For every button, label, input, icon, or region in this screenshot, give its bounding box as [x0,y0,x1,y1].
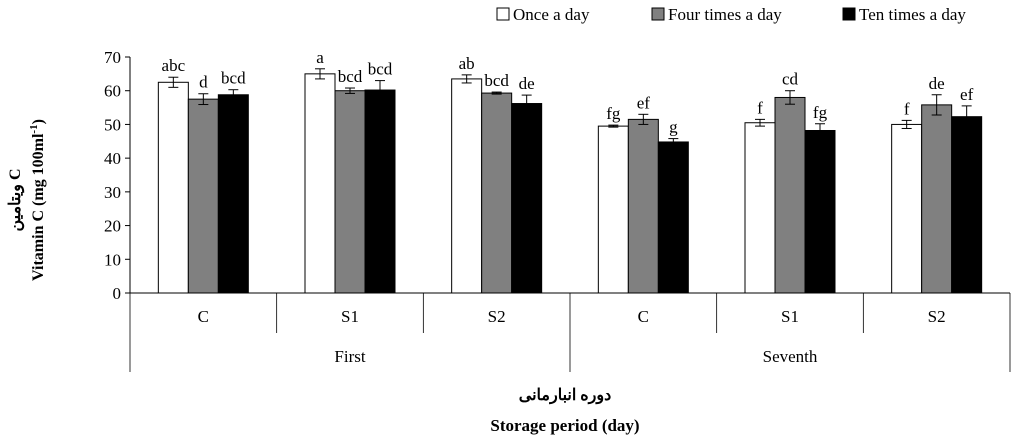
significance-letter: ef [637,93,651,112]
bar [364,89,396,294]
significance-letter: ab [459,54,475,73]
legend-label: Ten times a day [859,5,966,24]
y-tick-label: 0 [113,284,122,303]
x-category-label: S1 [341,307,359,326]
bar [744,122,776,294]
x-category-label: S2 [928,307,946,326]
significance-letter: cd [782,70,799,89]
y-tick-label: 40 [104,149,121,168]
significance-letter: de [929,74,945,93]
x-axis-title-persian: دوره انبارمانی [519,387,612,405]
bar [627,118,659,294]
significance-letter: de [519,74,535,93]
significance-letter: bcd [221,69,246,88]
y-tick-label: 10 [104,250,121,269]
significance-letter: abc [162,56,186,75]
significance-letter: bcd [338,67,363,86]
significance-letter: fg [606,104,621,123]
bar [921,104,953,294]
bar [891,123,923,294]
bar [774,96,806,294]
significance-letter: fg [813,103,828,122]
x-category-label: S2 [488,307,506,326]
legend-label: Four times a day [668,5,782,24]
legend-swatch [651,7,665,21]
bar [334,90,366,294]
bar [481,92,513,294]
legend-label: Once a day [513,5,590,24]
bar [304,73,336,294]
significance-letter: g [669,118,678,137]
bar [657,141,689,294]
y-tick-label: 60 [104,82,121,101]
bar [451,78,483,294]
bar [157,81,189,294]
significance-letter: f [904,99,910,118]
significance-letter: ef [960,85,974,104]
legend-swatch [842,7,856,21]
x-axis: C S1 S2 C S1 S2 First Seventh [129,292,1011,372]
y-tick-label: 70 [104,48,121,67]
x-axis-title: Storage period (day) [490,416,639,435]
significance-letter: d [199,73,208,92]
significance-letter: bcd [368,60,393,79]
bar [597,125,629,294]
y-axis-title: Vitamin C (mg 100ml-1) [28,119,47,281]
x-group-label: Seventh [763,347,818,366]
x-group-label: First [334,347,365,366]
y-tick-label: 50 [104,115,121,134]
significance-letter: f [757,98,763,117]
y-tick-label: 20 [104,217,121,236]
bar [217,94,249,294]
bar [187,98,219,294]
bar [511,103,543,294]
significance-letter: a [316,48,324,67]
legend: Once a day Four times a day Ten times a da… [496,5,966,24]
significance-letter: bcd [484,71,509,90]
y-axis-title-persian: ویتامین C [7,168,25,231]
y-tick-label: 30 [104,183,121,202]
x-category-label: C [638,307,649,326]
x-category-label: S1 [781,307,799,326]
bar [951,116,983,294]
bar [804,129,836,294]
legend-swatch [496,7,510,21]
y-axis: 0 10 20 30 40 50 60 70 [104,48,131,303]
x-category-label: C [198,307,209,326]
